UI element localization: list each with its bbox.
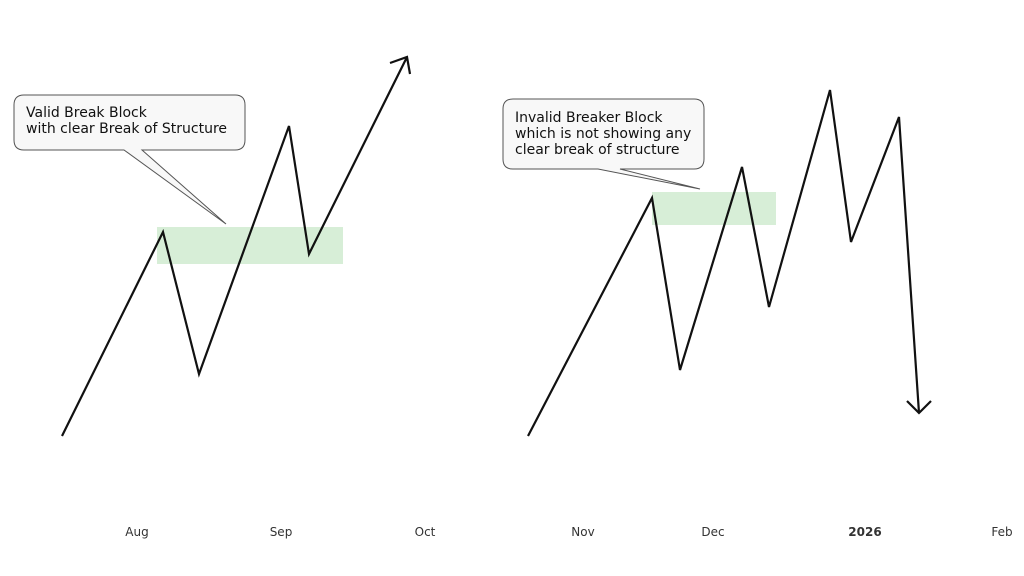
- callout-text: clear break of structure: [515, 142, 680, 158]
- time-label: Feb: [991, 525, 1012, 539]
- callout-text: which is not showing any: [515, 126, 691, 142]
- callout-box: [502, 98, 705, 190]
- callout-text: Invalid Breaker Block: [515, 110, 663, 126]
- time-label: 2026: [848, 525, 881, 539]
- arrow-head: [389, 55, 412, 75]
- time-label: Dec: [701, 525, 724, 539]
- time-label: Oct: [415, 525, 436, 539]
- time-label: Nov: [571, 525, 594, 539]
- price-path: [527, 89, 921, 437]
- breaker-block-zone: [652, 192, 776, 225]
- arrow-head: [906, 400, 932, 415]
- callout-box: [13, 94, 246, 225]
- callout-text: with clear Break of Structure: [26, 121, 227, 137]
- time-label: Aug: [125, 525, 148, 539]
- time-label: Sep: [270, 525, 293, 539]
- callout-text: Valid Break Block: [26, 105, 148, 121]
- price-path: [61, 56, 408, 437]
